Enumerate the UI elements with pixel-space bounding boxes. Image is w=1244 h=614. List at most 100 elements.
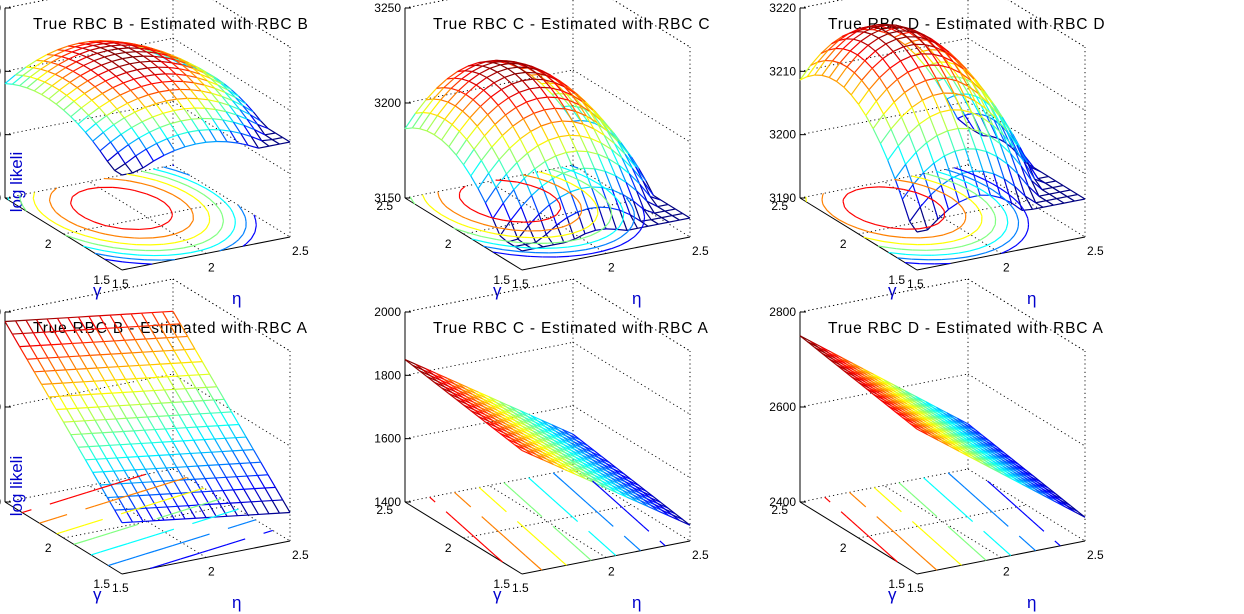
- surface-line: [836, 364, 845, 372]
- surface-line: [110, 352, 122, 355]
- surface-line: [97, 49, 108, 54]
- contour-line: [112, 496, 123, 501]
- z-tick-label: 3150: [374, 191, 401, 205]
- grid-line: [967, 373, 1086, 447]
- surface-line: [87, 406, 99, 409]
- contour-line: [1027, 227, 1029, 231]
- contour-line: [224, 236, 229, 241]
- contour-line: [994, 215, 997, 220]
- contour-line: [165, 512, 176, 517]
- surface-line: [433, 98, 441, 101]
- surface-line: [905, 151, 917, 165]
- contour-line: [199, 503, 203, 506]
- surface-line: [650, 219, 659, 225]
- contour-line: [513, 229, 528, 232]
- surface-line: [493, 82, 502, 90]
- contour-line: [1015, 229, 1019, 233]
- surface-line: [861, 67, 873, 81]
- contour-line: [213, 243, 219, 247]
- surface-line: [585, 115, 598, 123]
- surface-line: [646, 200, 658, 208]
- surface-line: [850, 376, 859, 383]
- surface-line: [1000, 125, 1013, 149]
- contour-line: [599, 540, 606, 547]
- contour-line: [929, 224, 936, 228]
- surface-line: [429, 99, 442, 114]
- surface-line: [964, 113, 973, 116]
- surface-line: [426, 115, 438, 132]
- surface-line: [490, 96, 499, 106]
- contour-line: [163, 189, 174, 196]
- chart-title: True RBC C - Estimated with RBC A: [433, 320, 709, 337]
- surface-line: [162, 109, 174, 114]
- surface-line: [128, 364, 140, 367]
- surface-line: [911, 99, 923, 108]
- contour-line: [530, 559, 537, 566]
- surface-line: [922, 172, 932, 196]
- surface-line: [916, 36, 926, 45]
- surface-line: [569, 105, 578, 108]
- surface-line: [221, 95, 230, 106]
- surface-line: [992, 124, 1001, 144]
- surface-line: [26, 357, 38, 360]
- surface-line: [1024, 195, 1034, 210]
- surface-line: [253, 129, 263, 142]
- surface-line: [100, 353, 111, 356]
- surface-line: [521, 449, 533, 456]
- surface-line: [989, 135, 998, 139]
- surface-line: [522, 78, 533, 82]
- contour-line: [170, 215, 173, 220]
- surface-line: [850, 79, 863, 96]
- surface-line: [937, 44, 947, 53]
- contour-line: [72, 191, 80, 198]
- surface-line: [51, 383, 60, 397]
- surface-line: [600, 142, 609, 159]
- contour-line: [594, 219, 596, 222]
- contour-line: [192, 520, 202, 525]
- surface-line: [128, 137, 140, 146]
- contour-line: [181, 539, 192, 544]
- surface-line: [938, 64, 948, 79]
- contour-line: [591, 506, 598, 513]
- surface-line: [463, 404, 472, 412]
- surface-line: [561, 120, 570, 136]
- surface-line: [491, 135, 503, 148]
- contour-line: [149, 485, 160, 490]
- surface-line: [563, 468, 575, 475]
- surface-line: [11, 75, 24, 85]
- surface-line: [509, 138, 521, 149]
- surface-line: [632, 200, 642, 222]
- surface-line: [479, 106, 489, 116]
- surface-line: [963, 95, 973, 113]
- surface-line: [883, 113, 892, 130]
- z-tick-label: 1600: [374, 432, 401, 446]
- contour-line: [844, 206, 847, 210]
- contour-line: [1000, 235, 1003, 237]
- surface-line: [512, 125, 521, 140]
- surface-line: [947, 127, 959, 132]
- contour-line: [114, 480, 124, 485]
- contour-line: [1010, 501, 1018, 508]
- surface-line: [1005, 130, 1018, 146]
- surface-line: [978, 130, 990, 137]
- contour-line: [570, 164, 579, 169]
- contour-line: [932, 566, 938, 571]
- surface-line: [590, 186, 600, 208]
- surface-line: [161, 311, 171, 325]
- contour-line: [1006, 216, 1009, 223]
- contour-line: [187, 179, 198, 185]
- surface-line: [108, 66, 120, 71]
- surface-line: [94, 86, 103, 94]
- surface-line: [462, 164, 472, 177]
- surface-line: [404, 127, 413, 130]
- surface-line: [64, 49, 73, 53]
- surface-line: [77, 316, 87, 330]
- surface-line: [922, 94, 934, 101]
- contour-line: [1029, 545, 1036, 552]
- contour-line: [901, 538, 905, 542]
- surface-line: [115, 378, 126, 381]
- surface-line: [536, 96, 548, 100]
- surface-line: [225, 477, 234, 491]
- surface-line: [888, 30, 900, 34]
- surface-line: [986, 115, 995, 121]
